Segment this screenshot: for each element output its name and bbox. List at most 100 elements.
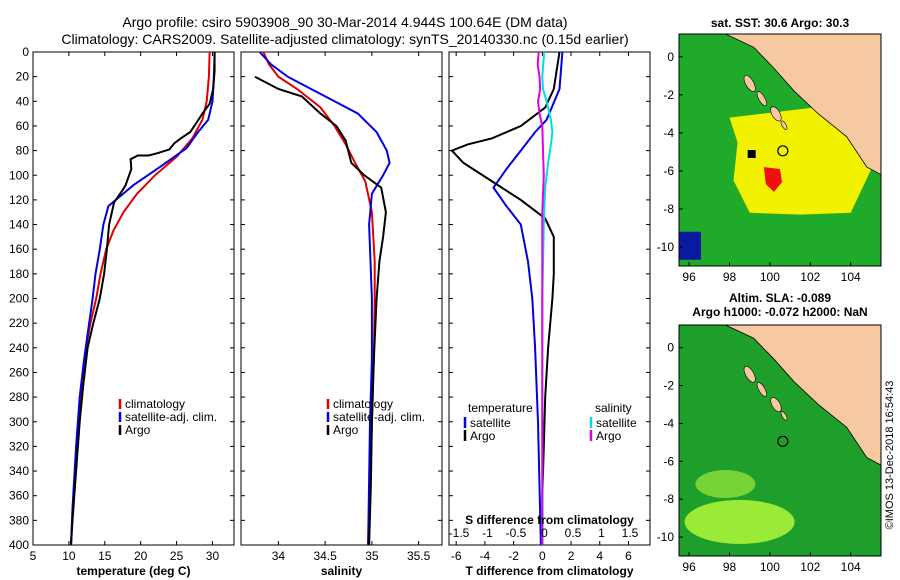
x-tick-label: 15 [98,549,112,563]
sst-map-title: sat. SST: 30.6 Argo: 30.3 [710,16,850,30]
map-x-tick-label: 96 [682,560,696,574]
x-tick-label: 34.5 [313,549,337,563]
x-tick-label: 10 [62,549,76,563]
x-tick-label: -2 [508,549,519,563]
y-tick-label: 300 [9,415,29,429]
y-tick-label: 100 [9,168,29,182]
x-tick-label: 4 [596,549,603,563]
y-tick-label: 180 [9,267,29,281]
x-tick-label: 30 [206,549,220,563]
map-x-tick-label: 102 [800,560,820,574]
series-line-argo [70,52,216,546]
sla-map-frame [678,324,882,557]
map-y-tick-label: -4 [663,416,674,430]
map-x-tick-label: 100 [760,560,780,574]
sla-map-island [780,411,788,421]
top-axis-tick-label: -1 [482,526,493,540]
sst-hot-patch [763,167,783,192]
map-x-tick-label: 98 [723,560,737,574]
map-x-tick-label: 102 [800,270,820,284]
x-tick-label: 5 [30,549,37,563]
top-axis-tick-label: 1.5 [622,526,639,540]
y-tick-label: 220 [9,316,29,330]
top-axis-tick-label: -0.5 [506,526,527,540]
sst-map-island [743,75,756,92]
map-y-tick-label: -8 [663,492,674,506]
sst-map-island [780,120,788,131]
map-x-tick-label: 98 [723,270,737,284]
sst-map-island [756,91,767,107]
sla-map-island [743,365,756,383]
map-y-tick-label: -6 [663,454,674,468]
y-tick-label: 240 [9,341,29,355]
panel-1-frame [32,51,235,546]
x-axis-label: T difference from climatology [465,564,633,578]
x-tick-label: 35.5 [407,549,431,563]
x-tick-label: 0 [539,549,546,563]
sla-map-title-2: Argo h1000: -0.072 h2000: NaN [692,305,868,319]
top-axis-tick-label: 1 [598,526,605,540]
legend-label: Argo [333,423,359,437]
y-tick-label: 380 [9,513,29,527]
legend-header-salinity: salinity [595,401,632,415]
y-tick-label: 400 [9,538,29,552]
sst-warm-region [729,104,875,215]
legend-label: satellite-adj. clim. [333,410,425,424]
x-tick-label: -4 [480,549,491,563]
map-x-tick-label: 104 [841,270,861,284]
map-x-tick-label: 100 [760,270,780,284]
panel-3-frame [448,51,651,546]
map-y-tick-label: -8 [663,202,674,216]
series-line-satellite-adj-clim- [258,51,391,546]
legend-label: satellite-adj. clim. [125,410,217,424]
map-x-tick-label: 96 [682,270,696,284]
sla-high-region [684,499,795,544]
top-axis-tick-label: 0 [541,526,548,540]
map-y-tick-label: -2 [663,379,674,393]
x-tick-label: 34 [272,549,286,563]
y-tick-label: 40 [16,94,30,108]
map-y-tick-label: -2 [663,88,674,102]
legend-label: climatology [333,397,393,411]
y-tick-label: 200 [9,292,29,306]
sst-map-frame [678,33,882,267]
imos-credit: ©IMOS 13-Dec-2018 16:54:43 [884,381,896,530]
sla-map-profile-marker [777,435,789,447]
title-line-1: Argo profile: csiro 5903908_90 30-Mar-20… [122,14,568,30]
y-tick-label: 340 [9,464,29,478]
y-tick-label: 360 [9,489,29,503]
series-line-temperature-satellite [492,51,564,546]
sla-high-region-2 [695,470,756,499]
y-tick-label: 160 [9,242,29,256]
sst-map-island [770,106,782,122]
y-tick-label: 20 [16,70,30,84]
series-line-argo [254,75,387,546]
map-x-tick-label: 104 [841,560,861,574]
x-tick-label: 2 [568,549,575,563]
series-line-salinity-argo [536,51,545,545]
x-tick-label: 20 [134,549,148,563]
legend-label: Argo [596,429,622,443]
map-y-tick-label: 0 [667,341,674,355]
map-y-tick-label: -4 [663,126,674,140]
y-tick-label: 60 [16,119,30,133]
top-axis-tick-label: -1.5 [449,526,470,540]
y-tick-label: 320 [9,439,29,453]
map-y-tick-label: -6 [663,164,674,178]
sla-map-island [756,381,767,397]
title-line-2: Climatology: CARS2009. Satellite-adjuste… [61,31,629,47]
y-tick-label: 140 [9,218,29,232]
legend-label: satellite [470,416,511,430]
y-tick-label: 80 [16,144,30,158]
map-y-tick-label: -10 [657,240,675,254]
legend-label: satellite [596,416,637,430]
x-tick-label: 25 [170,549,184,563]
y-tick-label: 120 [9,193,29,207]
legend-label: Argo [125,423,151,437]
x-axis-label: temperature (deg C) [76,564,190,578]
sla-map-title-1: Altim. SLA: -0.089 [728,291,832,305]
legend-header-temperature: temperature [468,401,533,415]
y-tick-label: 280 [9,390,29,404]
